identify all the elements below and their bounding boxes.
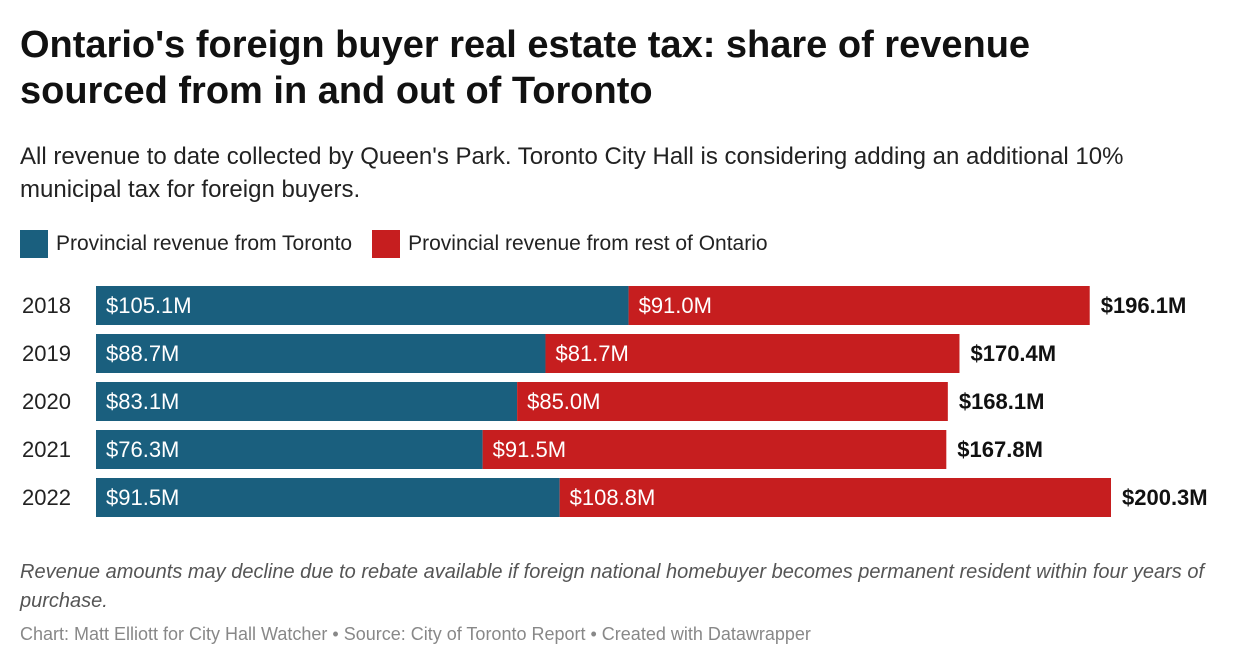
legend-label: Provincial revenue from Toronto bbox=[56, 232, 353, 255]
value-label: $81.7M bbox=[555, 341, 628, 366]
legend-swatch bbox=[20, 230, 48, 258]
chart-subtitle: All revenue to date collected by Queen's… bbox=[20, 143, 1124, 203]
total-label: $196.1M bbox=[1101, 293, 1187, 318]
value-label: $83.1M bbox=[106, 389, 179, 414]
y-tick-label: 2020 bbox=[22, 389, 71, 414]
credit: Chart: Matt Elliott for City Hall Watche… bbox=[20, 624, 811, 644]
total-label: $167.8M bbox=[957, 437, 1043, 462]
value-label: $108.8M bbox=[570, 485, 656, 510]
value-label: $91.5M bbox=[493, 437, 566, 462]
total-label: $168.1M bbox=[959, 389, 1045, 414]
bar-segment bbox=[96, 286, 629, 325]
chart-title: Ontario's foreign buyer real estate tax:… bbox=[20, 24, 1031, 112]
legend-entry: Provincial revenue from Toronto bbox=[20, 230, 352, 258]
y-tick-label: 2022 bbox=[22, 485, 71, 510]
legend-swatch bbox=[372, 230, 401, 258]
footnote: Revenue amounts may decline due to rebat… bbox=[20, 561, 1205, 612]
bar-segment bbox=[628, 286, 1090, 325]
value-label: $88.7M bbox=[106, 341, 179, 366]
chart: 2018 $105.1M $91.0M $196.1M 2019 $88.7M $81.7M… bbox=[22, 286, 1208, 517]
bar-segment bbox=[517, 382, 948, 421]
bar-segment bbox=[482, 430, 947, 469]
bar-segment bbox=[545, 334, 960, 373]
bar-segment bbox=[96, 334, 546, 373]
y-tick-label: 2018 bbox=[22, 293, 71, 318]
bar-segment bbox=[559, 478, 1111, 517]
value-label: $91.5M bbox=[106, 485, 179, 510]
value-label: $91.0M bbox=[639, 293, 712, 318]
bar-segment bbox=[96, 430, 483, 469]
y-tick-label: 2019 bbox=[22, 341, 71, 366]
legend-entry: Provincial revenue from rest of Ontario bbox=[372, 230, 768, 258]
legend: Provincial revenue from Toronto Provincia… bbox=[20, 230, 788, 258]
bar-segment bbox=[96, 478, 560, 517]
legend-label: Provincial revenue from rest of Ontario bbox=[408, 232, 768, 255]
y-tick-label: 2021 bbox=[22, 437, 71, 462]
value-label: $85.0M bbox=[527, 389, 600, 414]
value-label: $76.3M bbox=[106, 437, 179, 462]
value-label: $105.1M bbox=[106, 293, 192, 318]
bar-segment bbox=[96, 382, 518, 421]
total-label: $200.3M bbox=[1122, 485, 1208, 510]
total-label: $170.4M bbox=[970, 341, 1056, 366]
